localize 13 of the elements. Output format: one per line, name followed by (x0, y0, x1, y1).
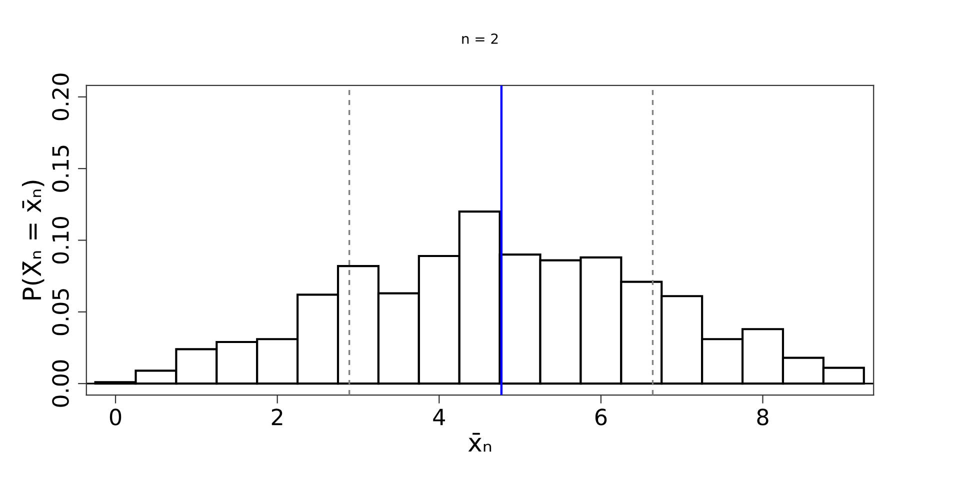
x-tick-label: 6 (595, 408, 607, 426)
y-tick-label: 0.00 (52, 360, 69, 407)
x-axis-title: x̄ₙ (468, 432, 492, 452)
chart-title: n = 2 (462, 33, 498, 44)
x-tick-label: 4 (433, 408, 445, 426)
y-tick-label: 0.15 (52, 146, 69, 192)
x-tick-label: 8 (757, 408, 768, 426)
y-tick-label: 0.10 (52, 216, 69, 264)
y-tick-label: 0.05 (52, 289, 69, 336)
y-axis-title: P(X̄ₙ = x̄ₙ) (22, 180, 44, 300)
y-tick-label: 0.20 (52, 74, 69, 120)
x-tick-label: 0 (110, 408, 122, 426)
x-tick-label: 2 (272, 408, 282, 426)
